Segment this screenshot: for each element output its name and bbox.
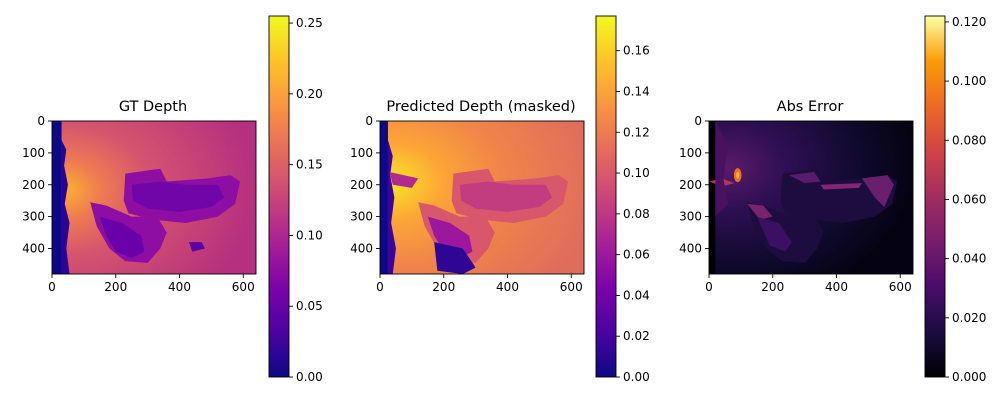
colorbar-tick-label: 0.00 xyxy=(296,370,323,384)
colorbar: 0.00 0.05 0.10 0.15 0.20 0.25 xyxy=(268,15,323,384)
panel-predicted-depth: Predicted Depth (masked) 0 200 400 600 0 100 2… xyxy=(350,15,650,384)
colorbar-tick-label: 0.10 xyxy=(623,166,650,180)
x-tick-label: 200 xyxy=(104,280,127,294)
axes: 0 200 400 600 0 100 200 300 400 xyxy=(679,114,912,294)
x-tick-label: 200 xyxy=(761,280,784,294)
x-tick-label: 200 xyxy=(432,280,455,294)
x-tick-label: 400 xyxy=(496,280,519,294)
colorbar-tick-label: 0.20 xyxy=(296,87,323,101)
colorbar-tick-label: 0.040 xyxy=(952,252,986,266)
colorbar-tick-label: 0.02 xyxy=(623,329,650,343)
y-tick-label: 0 xyxy=(37,114,45,128)
colorbar-tick-label: 0.25 xyxy=(296,16,323,30)
y-tick-label: 200 xyxy=(679,178,702,192)
colorbar-tick-label: 0.060 xyxy=(952,192,986,206)
y-tick-label: 100 xyxy=(22,146,45,160)
plot-frame xyxy=(379,120,585,275)
chart-title: Predicted Depth (masked) xyxy=(386,99,575,115)
x-tick-label: 600 xyxy=(232,280,255,294)
x-tick-label: 0 xyxy=(376,280,384,294)
colorbar-tick-label: 0.100 xyxy=(952,74,986,88)
y-tick-label: 200 xyxy=(350,178,373,192)
colorbar-tick-label: 0.15 xyxy=(296,158,323,172)
colorbar-tick-label: 0.080 xyxy=(952,133,986,147)
colorbar: 0.00 0.02 0.04 0.06 0.08 0.10 0.12 0.14 0.16 xyxy=(595,15,650,384)
colorbar-tick-label: 0.000 xyxy=(952,370,986,384)
y-tick-label: 400 xyxy=(350,242,373,256)
colorbar-tick-label: 0.120 xyxy=(952,15,986,29)
y-tick-label: 100 xyxy=(350,146,373,160)
y-tick-label: 300 xyxy=(350,210,373,224)
x-tick-label: 400 xyxy=(168,280,191,294)
colorbar-tick-label: 0.00 xyxy=(623,370,650,384)
heatmap-image xyxy=(380,121,584,274)
colorbar: 0.000 0.020 0.040 0.060 0.080 0.100 0.120 xyxy=(924,15,986,384)
heatmap-image xyxy=(52,121,256,274)
heatmap-image xyxy=(709,121,913,274)
colorbar-tick-label: 0.04 xyxy=(623,288,650,302)
x-tick-label: 600 xyxy=(560,280,583,294)
y-tick-label: 400 xyxy=(679,242,702,256)
plot-frame xyxy=(51,120,257,275)
y-tick-label: 0 xyxy=(365,114,373,128)
x-tick-label: 600 xyxy=(889,280,912,294)
y-tick-label: 300 xyxy=(679,210,702,224)
colorbar-tick-label: 0.16 xyxy=(623,44,650,58)
x-tick-label: 0 xyxy=(48,280,56,294)
y-tick-label: 400 xyxy=(22,242,45,256)
colorbar-tick-label: 0.05 xyxy=(296,299,323,313)
colorbar-tick-label: 0.10 xyxy=(296,228,323,242)
x-tick-label: 0 xyxy=(705,280,713,294)
x-tick-label: 400 xyxy=(825,280,848,294)
axes: 0 200 400 600 0 100 200 300 400 xyxy=(350,114,583,294)
axes: 0 200 400 600 0 100 200 300 400 xyxy=(22,114,255,294)
y-tick-label: 0 xyxy=(694,114,702,128)
y-tick-label: 100 xyxy=(679,146,702,160)
colorbar-tick-label: 0.12 xyxy=(623,125,650,139)
colorbar-tick-label: 0.06 xyxy=(623,248,650,262)
colorbar-tick-label: 0.020 xyxy=(952,311,986,325)
y-tick-label: 300 xyxy=(22,210,45,224)
y-tick-label: 200 xyxy=(22,178,45,192)
colorbar-tick-label: 0.08 xyxy=(623,207,650,221)
colorbar-tick-label: 0.14 xyxy=(623,84,650,98)
chart-title: GT Depth xyxy=(119,99,187,115)
plot-frame xyxy=(708,120,914,275)
chart-title: Abs Error xyxy=(777,99,844,115)
